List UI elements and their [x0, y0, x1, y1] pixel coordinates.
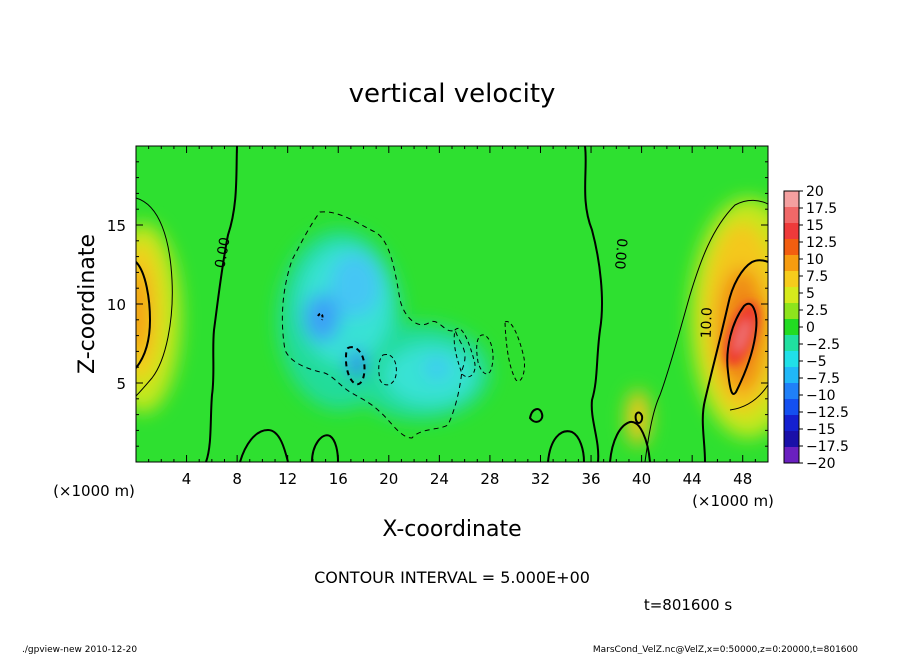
contour-labels: 0.00 0.00 10.0 [212, 236, 715, 339]
colorbar-label: −20 [806, 456, 836, 472]
colorbar-label: −5 [806, 354, 827, 370]
plot-area: 0.00 0.00 10.0 [136, 146, 768, 462]
z-tick-label: 5 [116, 375, 126, 393]
colorbar-label: −10 [806, 388, 836, 404]
colorbar-swatch [784, 191, 799, 208]
x-tick-label: 40 [632, 470, 651, 488]
x-tick-label: 36 [581, 470, 600, 488]
x-tick-label: 28 [480, 470, 499, 488]
colorbar-swatch [784, 239, 799, 256]
colorbar: 2017.51512.5107.552.50−2.5−5−7.5−10−12.5… [783, 184, 849, 472]
colorbar-label: −7.5 [806, 371, 840, 387]
colorbar-label: 2.5 [806, 303, 828, 319]
chart-title: vertical velocity [349, 79, 556, 109]
colorbar-swatch [784, 367, 799, 384]
colorbar-swatch [784, 399, 799, 416]
colorbar-swatch [784, 223, 799, 240]
x-tick-label: 48 [733, 470, 752, 488]
x-unit-label: (×1000 m) [692, 492, 774, 510]
colorbar-swatch [784, 383, 799, 400]
x-axis-label: X-coordinate [382, 517, 521, 542]
x-axis: 4 8 12 16 20 24 28 32 36 40 44 48 [148, 146, 756, 488]
x-tick-label: 8 [232, 470, 242, 488]
z-tick-label: 15 [107, 217, 126, 235]
colorbar-swatch [784, 207, 799, 224]
z-axis-label: Z-coordinate [75, 234, 100, 374]
x-tick-label: 16 [329, 470, 348, 488]
colorbar-swatch [784, 335, 799, 352]
colorbar-swatch [784, 415, 799, 432]
contour-lines [136, 146, 768, 462]
colorbar-label: 15 [806, 218, 824, 234]
x-tick-label: 4 [182, 470, 192, 488]
colorbar-swatch [784, 319, 799, 336]
colorbar-label: 5 [806, 286, 815, 302]
x-tick-label: 12 [278, 470, 297, 488]
colorbar-swatch [784, 447, 799, 464]
colorbar-swatch [784, 271, 799, 288]
colorbar-label: 12.5 [806, 235, 837, 251]
x-tick-label: 32 [531, 470, 550, 488]
x-tick-label: 44 [683, 470, 702, 488]
colorbar-label: 20 [806, 184, 824, 200]
contour-interval: CONTOUR INTERVAL = 5.000E+00 [314, 568, 590, 587]
colorbar-label: −12.5 [806, 405, 849, 421]
colorbar-label: −15 [806, 422, 836, 438]
colorbar-swatch [784, 431, 799, 448]
x-tick-label: 20 [379, 470, 398, 488]
z-unit-label: (×1000 m) [53, 482, 135, 500]
time-label: t=801600 s [644, 596, 732, 614]
colorbar-label: 7.5 [806, 269, 828, 285]
contour-label: 0.00 [212, 236, 233, 269]
contour-label: 10.0 [699, 307, 716, 339]
contour-label: 0.00 [611, 238, 630, 270]
colorbar-label: −2.5 [806, 337, 840, 353]
colorbar-label: −17.5 [806, 439, 849, 455]
colorbar-label: 17.5 [806, 201, 837, 217]
colorbar-swatch [784, 351, 799, 368]
z-axis: 5 10 15 [107, 161, 768, 447]
colorbar-label: 10 [806, 252, 824, 268]
colorbar-swatch [784, 287, 799, 304]
colorbar-swatch [784, 255, 799, 272]
field-shading [136, 198, 768, 446]
colorbar-swatch [784, 303, 799, 320]
colorbar-label: 0 [806, 320, 815, 336]
footer-right: MarsCond_VelZ.nc@VelZ,x=0:50000,z=0:2000… [593, 645, 858, 654]
z-tick-label: 10 [107, 296, 126, 314]
footer-left: ./gpview-new 2010-12-20 [22, 645, 137, 654]
x-tick-label: 24 [430, 470, 449, 488]
